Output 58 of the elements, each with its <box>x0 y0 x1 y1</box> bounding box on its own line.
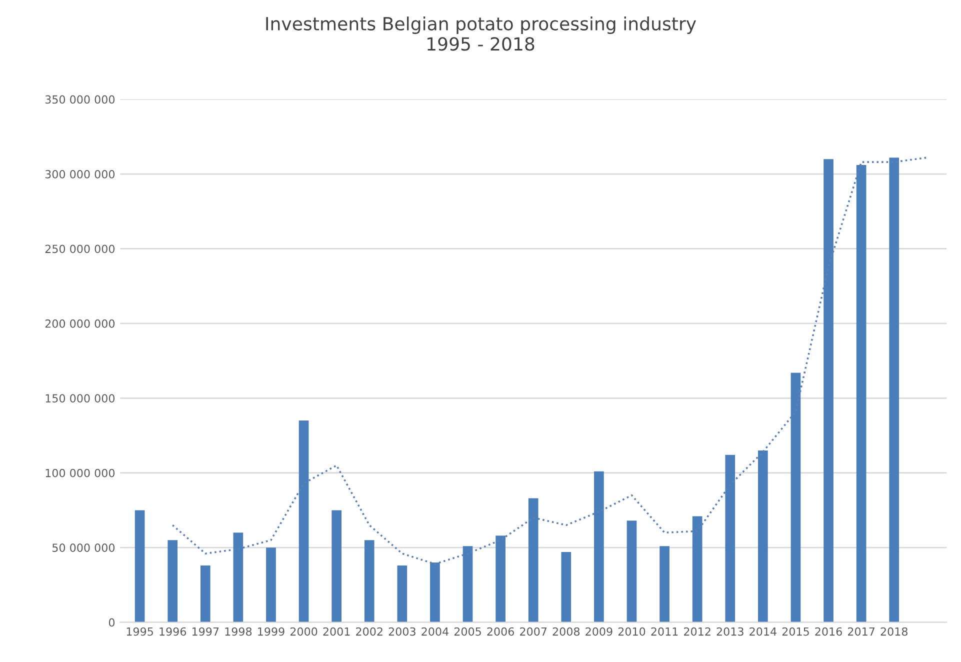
x-tick-label: 2010 <box>618 627 646 636</box>
x-tick-label: 2009 <box>586 627 612 636</box>
x-tick-label: 1996 <box>160 627 186 636</box>
x-tick-label: 2007 <box>520 627 547 636</box>
bar <box>626 520 637 622</box>
x-tick-label: 1999 <box>258 627 284 636</box>
x-tick-label: 2012 <box>684 627 710 636</box>
bar <box>824 159 834 622</box>
y-tick-label: 350 000 000 <box>45 95 115 104</box>
bar <box>594 471 604 622</box>
bar <box>660 546 670 622</box>
y-tick-label: 150 000 000 <box>46 394 115 403</box>
bar <box>364 540 374 622</box>
bar <box>266 548 276 622</box>
bar <box>856 165 866 622</box>
bar <box>725 454 736 622</box>
x-tick-label: 2018 <box>880 627 908 636</box>
x-tick-label: 2013 <box>716 627 744 636</box>
bar <box>561 552 572 622</box>
bar <box>298 420 309 622</box>
y-tick-label: 50 000 000 <box>52 544 115 552</box>
x-tick-label: 2015 <box>782 627 809 636</box>
x-tick-label: 2011 <box>651 627 678 636</box>
y-tick-label: 200 000 000 <box>45 319 115 328</box>
chart-title: Investments Belgian potato processing industry 1995 - 2018 <box>266 16 696 51</box>
x-tick-label: 2000 <box>290 627 318 636</box>
x-tick-label: 2001 <box>323 627 350 636</box>
bar <box>168 540 178 622</box>
y-tick-label: 300 000 000 <box>45 170 115 178</box>
bar <box>528 498 538 622</box>
x-tick-label: 2008 <box>552 627 580 636</box>
bar <box>134 510 145 622</box>
x-tick-label: 1998 <box>225 627 252 636</box>
x-tick-label: 2005 <box>454 627 481 636</box>
y-tick-label: 0 <box>108 618 115 627</box>
bar <box>496 536 506 622</box>
y-tick-label: 100 000 000 <box>46 468 115 478</box>
x-tick-label: 2016 <box>815 627 842 636</box>
line-series <box>172 156 928 565</box>
bar <box>462 546 473 622</box>
x-tick-label: 2003 <box>388 627 416 636</box>
bar <box>692 516 702 622</box>
bar <box>758 450 768 622</box>
x-tick-label: 1995 <box>126 627 153 636</box>
x-tick-label: 2017 <box>848 627 875 636</box>
x-tick-label: 2004 <box>422 627 448 636</box>
y-tick-label: 250 000 000 <box>45 244 115 254</box>
bar <box>200 566 210 622</box>
x-tick-label: 1997 <box>192 627 219 636</box>
bar <box>790 372 801 622</box>
bar <box>430 562 440 622</box>
bar <box>397 566 408 622</box>
bar <box>332 510 342 622</box>
bar <box>233 532 244 622</box>
x-tick-label: 2002 <box>356 627 382 636</box>
x-tick-label: 2014 <box>750 627 776 636</box>
bar <box>889 158 900 622</box>
x-tick-label: 2006 <box>487 627 514 636</box>
